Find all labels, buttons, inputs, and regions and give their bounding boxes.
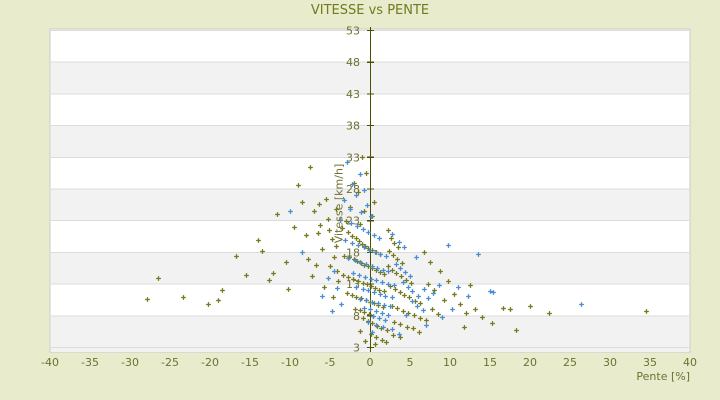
y-tick-label: 23 <box>346 215 360 228</box>
x-tick-label: 40 <box>683 356 697 369</box>
x-tick-label: 0 <box>367 356 374 369</box>
y-tick-label: 8 <box>353 310 360 323</box>
x-tick-label: 25 <box>563 356 577 369</box>
x-tick-label: -35 <box>81 356 99 369</box>
x-tick-label: 10 <box>443 356 457 369</box>
x-tick-label: 30 <box>603 356 617 369</box>
x-tick-label: 35 <box>643 356 657 369</box>
x-tick-label: 15 <box>483 356 497 369</box>
y-tick-label: 43 <box>346 88 360 101</box>
y-tick-label: 38 <box>346 120 360 133</box>
x-tick-label: -25 <box>161 356 179 369</box>
x-tick-label: -40 <box>41 356 59 369</box>
x-tick-label: 5 <box>407 356 414 369</box>
y-tick-label: 33 <box>346 151 360 164</box>
x-tick-label: -15 <box>241 356 259 369</box>
y-tick-label: 48 <box>346 56 360 69</box>
y-tick-label: 3 <box>353 342 360 355</box>
x-tick-label: -5 <box>325 356 336 369</box>
chart-title: VITESSE vs PENTE <box>310 3 430 18</box>
x-tick-label: -20 <box>201 356 219 369</box>
x-tick-label: 20 <box>523 356 537 369</box>
data-points-serie-blue <box>288 160 584 337</box>
y-axis-title: Vitesse [km/h] <box>332 163 346 244</box>
x-axis-title: Pente [%] <box>636 370 690 383</box>
x-tick-label: -10 <box>281 356 299 369</box>
x-tick-label: -30 <box>121 356 139 369</box>
y-tick-label: 53 <box>346 25 360 38</box>
